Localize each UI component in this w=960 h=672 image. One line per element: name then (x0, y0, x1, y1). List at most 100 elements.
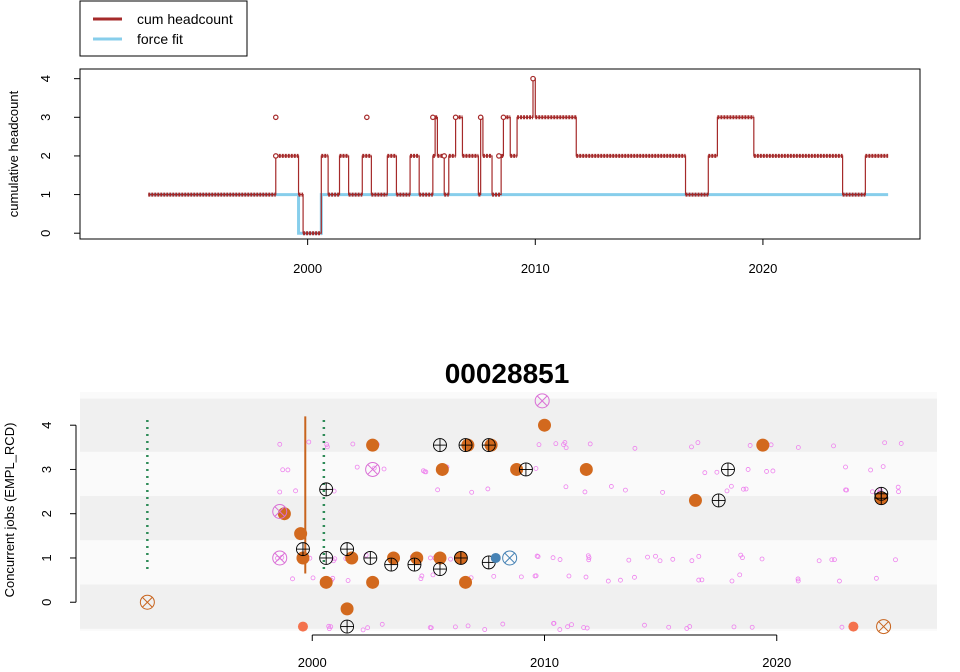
bottom-panel: 00028851 2000 2010 2020 0 1 2 3 4 Concurrent jo… (2, 358, 937, 670)
faint-point (695, 440, 701, 446)
faint-point (714, 469, 720, 475)
faint-point (306, 439, 312, 445)
filled-point (345, 551, 359, 565)
faint-point (645, 554, 650, 560)
x-crossed-point-ring (272, 550, 288, 566)
faint-point (747, 443, 753, 448)
faint-point (832, 557, 837, 563)
special-point (490, 552, 501, 563)
faint-point (534, 553, 540, 559)
faint-point (816, 558, 822, 564)
x-crossed-point-d2 (274, 506, 286, 517)
x-crossed-point (365, 461, 381, 477)
top-x-tick-label-2010: 2010 (521, 261, 550, 276)
bottom-x-tick-label-2020: 2020 (762, 655, 791, 670)
crossed-point (721, 462, 735, 477)
x-crossed-point (272, 504, 288, 519)
x-crossed-point (534, 393, 550, 409)
cum-headcount-marker (452, 114, 459, 121)
faint-point (435, 487, 441, 493)
filled-point (294, 527, 308, 541)
faint-point (500, 621, 506, 627)
faint-point (743, 486, 749, 492)
faint-point (581, 625, 587, 630)
top-plot-frame (79, 68, 921, 240)
filled-point (688, 493, 702, 507)
bottom-y-tick-label-3: 3 (39, 466, 54, 473)
faint-point (562, 440, 568, 445)
faint-point (749, 624, 755, 630)
faint-point (285, 467, 291, 473)
cum-headcount-marker (477, 114, 484, 121)
faint-point (423, 469, 429, 475)
faint-point (277, 489, 283, 495)
faint-point (328, 624, 334, 630)
faint-point (324, 444, 330, 450)
bottom-band-2 (80, 398, 937, 452)
faint-point (882, 440, 888, 446)
faint-point (277, 441, 283, 447)
faint-point (831, 443, 836, 449)
faint-point (839, 624, 845, 630)
crossed-point (340, 619, 355, 634)
faint-point (684, 626, 690, 631)
faint-point (893, 557, 898, 563)
faint-point (290, 576, 295, 582)
filled-point (433, 551, 447, 565)
faint-point (795, 576, 801, 582)
faint-point (379, 621, 385, 627)
faint-point (896, 489, 901, 495)
faint-point (553, 441, 559, 447)
top-y-axis-label: cumulative headcount (6, 90, 21, 217)
faint-point (626, 557, 632, 563)
faint-point (653, 553, 658, 559)
faint-point (737, 572, 743, 578)
faint-point (326, 623, 332, 629)
faint-point (365, 625, 371, 631)
legend-label-force-fit: force fit (137, 31, 183, 47)
top-x-tick-label-2000: 2000 (293, 261, 322, 276)
crossed-point (481, 438, 496, 453)
series-force-fit (148, 193, 889, 235)
x-crossed-point (272, 550, 288, 566)
faint-point (586, 557, 592, 563)
crossed-point (518, 462, 533, 477)
crossed-point (874, 491, 889, 506)
faint-point (632, 445, 638, 451)
filled-point (756, 438, 770, 452)
faint-point (491, 573, 497, 579)
crossed-point (458, 438, 473, 453)
faint-point (699, 577, 705, 583)
faint-point (569, 622, 574, 628)
faint-point (533, 573, 539, 579)
faint-point (898, 441, 904, 446)
faint-point (563, 484, 569, 490)
faint-point (350, 441, 356, 447)
faint-point (418, 576, 424, 582)
crossed-point (384, 557, 399, 572)
faint-point (837, 578, 842, 584)
cum-headcount-marker (496, 153, 502, 159)
x-crossed-point-d2 (274, 552, 286, 564)
crossed-point (319, 551, 334, 565)
faint-point (642, 622, 647, 628)
faint-point (689, 558, 695, 564)
faint-point (465, 623, 471, 629)
faint-point (360, 627, 366, 633)
faint-point (565, 624, 570, 630)
faint-point (605, 578, 611, 584)
bottom-vertical-lines (146, 416, 326, 574)
legend-box (79, 0, 248, 57)
top-y-tick-label-2: 2 (38, 152, 53, 159)
bottom-x-tick-label-2010: 2010 (530, 655, 559, 670)
faint-point (618, 577, 623, 583)
filled-point (579, 462, 593, 476)
faint-point (745, 467, 751, 472)
faint-point (670, 556, 676, 562)
faint-point (371, 465, 377, 471)
faint-point (702, 470, 708, 476)
cum-headcount-marker (500, 114, 507, 121)
x-crossed-point-d2 (878, 621, 889, 632)
cum-headcount-marker (364, 114, 370, 121)
bottom-faint-points (275, 439, 904, 633)
